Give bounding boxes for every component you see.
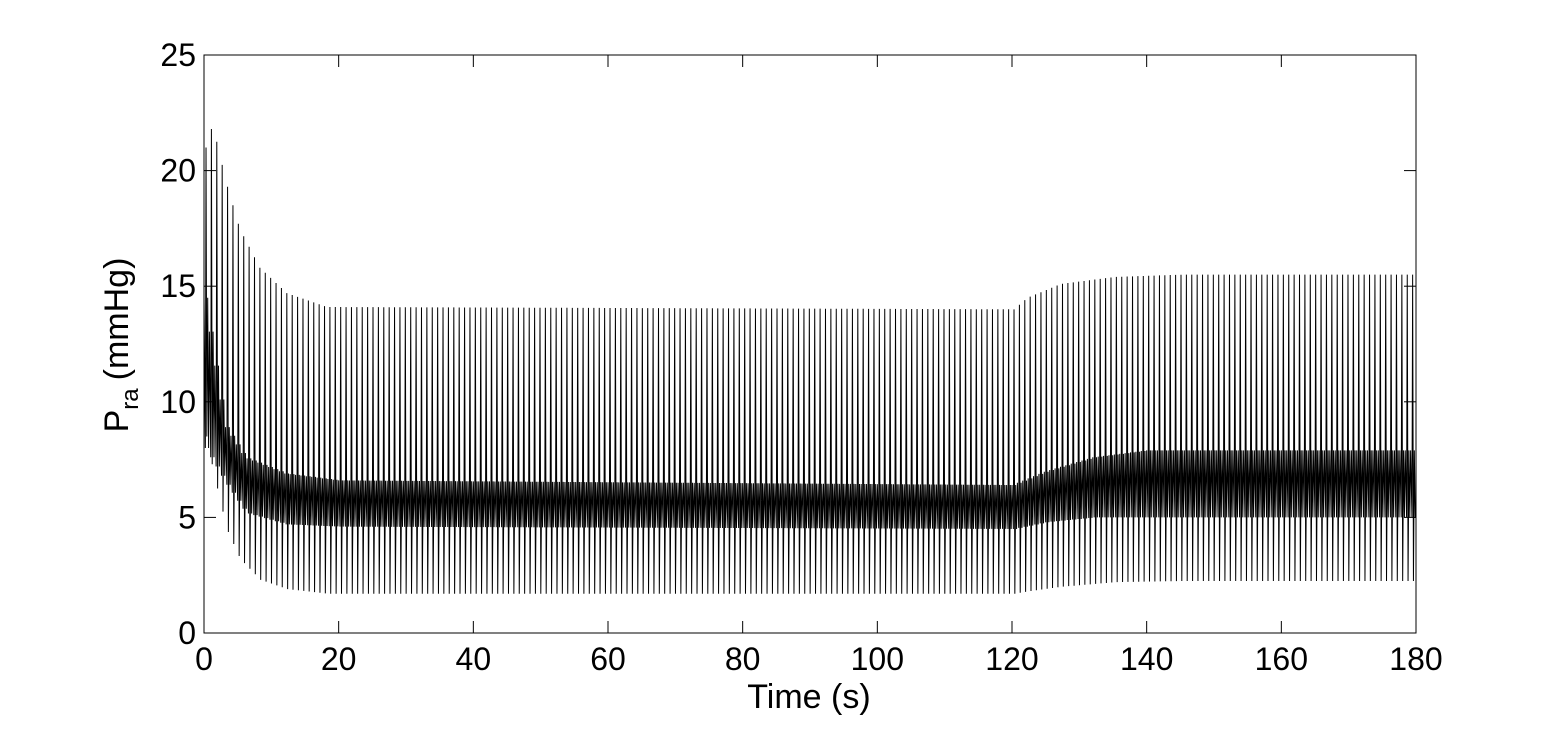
y-tick-label: 20 <box>160 153 196 189</box>
x-tick-label: 140 <box>1120 641 1173 677</box>
x-tick-label: 40 <box>456 641 492 677</box>
x-tick-label: 120 <box>985 641 1038 677</box>
x-tick-label: 20 <box>321 641 357 677</box>
x-tick-label: 60 <box>590 641 626 677</box>
series-line <box>203 128 1416 594</box>
x-tick-label: 160 <box>1255 641 1308 677</box>
y-axis-label-main: P <box>98 410 136 433</box>
x-tick-label: 100 <box>851 641 904 677</box>
plot-area <box>203 128 1416 594</box>
x-tick-label: 0 <box>195 641 213 677</box>
y-tick-label: 10 <box>160 384 196 420</box>
x-tick-label: 80 <box>725 641 761 677</box>
x-axis-label: Time (s) <box>747 678 870 716</box>
y-axis-label-subscript: ra <box>117 388 144 410</box>
y-axis-label-unit: (mmHg) <box>98 258 136 381</box>
y-axis-label: Pra (mmHg) <box>98 258 144 433</box>
y-tick-label: 15 <box>160 268 196 304</box>
y-tick-label: 25 <box>160 37 196 73</box>
y-tick-label: 5 <box>178 499 196 535</box>
y-tick-label: 0 <box>178 615 196 651</box>
axes-box <box>203 54 1417 634</box>
axes: 0 20 40 60 80 100 120 140 160 180 0 5 10 15 20 25 <box>160 37 1442 677</box>
x-tick-label: 180 <box>1389 641 1442 677</box>
